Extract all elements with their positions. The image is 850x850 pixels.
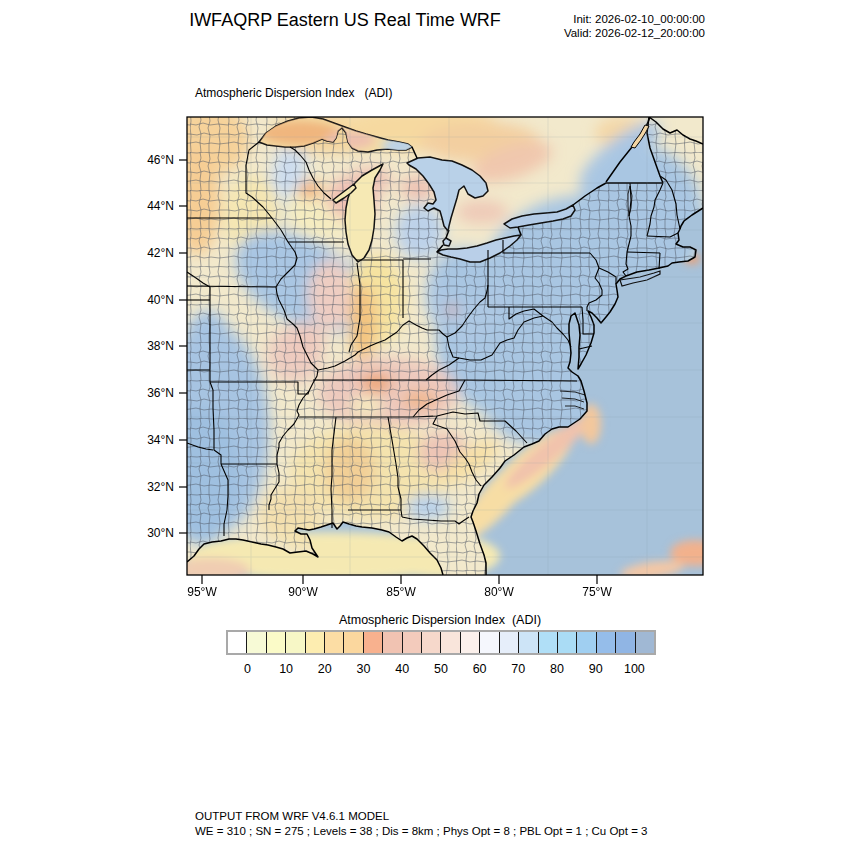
wrf-adi-plot-page: { "header": { "title": "IWFAQRP Eastern …: [0, 0, 850, 850]
footer-line1: OUTPUT FROM WRF V4.6.1 MODEL: [195, 810, 389, 822]
colorbar-cell: [616, 632, 635, 653]
colorbar-cell: [228, 632, 247, 653]
lat-label: 42°N: [147, 246, 174, 260]
colorbar-cell: [577, 632, 596, 653]
colorbar-tick-label: 30: [357, 662, 371, 676]
lat-label: 40°N: [147, 293, 174, 307]
lat-label: 38°N: [147, 339, 174, 353]
colorbar-tick-label: 20: [318, 662, 332, 676]
colorbar-cell: [519, 632, 538, 653]
colorbar-cell: [383, 632, 402, 653]
colorbar-cell: [344, 632, 363, 653]
colorbar-tick-label: 100: [624, 662, 645, 676]
colorbar-cell: [597, 632, 616, 653]
colorbar-cell: [539, 632, 558, 653]
colorbar-cell: [247, 632, 266, 653]
colorbar-tick-label: 90: [589, 662, 603, 676]
lon-label: 75°W: [582, 585, 611, 599]
colorbar-cell: [480, 632, 499, 653]
colorbar-title: Atmospheric Dispersion Index (ADI): [339, 613, 541, 627]
colorbar-tick-label: 80: [550, 662, 564, 676]
colorbar-cell: [558, 632, 577, 653]
colorbar-cell: [636, 632, 654, 653]
lat-label: 30°N: [147, 526, 174, 540]
colorbar-cell: [267, 632, 286, 653]
colorbar-cell: [500, 632, 519, 653]
lon-label: 95°W: [187, 585, 216, 599]
lat-label: 32°N: [147, 480, 174, 494]
colorbar-tick-label: 70: [511, 662, 525, 676]
colorbar-cell: [364, 632, 383, 653]
lon-label: 80°W: [484, 585, 513, 599]
lat-label: 46°N: [147, 153, 174, 167]
lat-label: 36°N: [147, 386, 174, 400]
colorbar-cell: [403, 632, 422, 653]
lat-label: 34°N: [147, 433, 174, 447]
colorbar-tick-label: 60: [473, 662, 487, 676]
colorbar-cell: [325, 632, 344, 653]
colorbar-cell: [441, 632, 460, 653]
colorbar: [226, 630, 656, 655]
footer-text: OUTPUT FROM WRF V4.6.1 MODEL WE = 310 ; S…: [195, 809, 647, 838]
colorbar-cell: [422, 632, 441, 653]
colorbar-cell: [286, 632, 305, 653]
colorbar-tick-label: 0: [244, 662, 251, 676]
footer-line2: WE = 310 ; SN = 275 ; Levels = 38 ; Dis …: [195, 825, 647, 837]
colorbar-tick-label: 50: [434, 662, 448, 676]
lon-label: 90°W: [288, 585, 317, 599]
colorbar-cell: [461, 632, 480, 653]
adi-map: [0, 0, 850, 850]
lat-label: 44°N: [147, 199, 174, 213]
colorbar-tick-label: 10: [279, 662, 293, 676]
colorbar-tick-label: 40: [395, 662, 409, 676]
lon-label: 85°W: [386, 585, 415, 599]
colorbar-cell: [306, 632, 325, 653]
